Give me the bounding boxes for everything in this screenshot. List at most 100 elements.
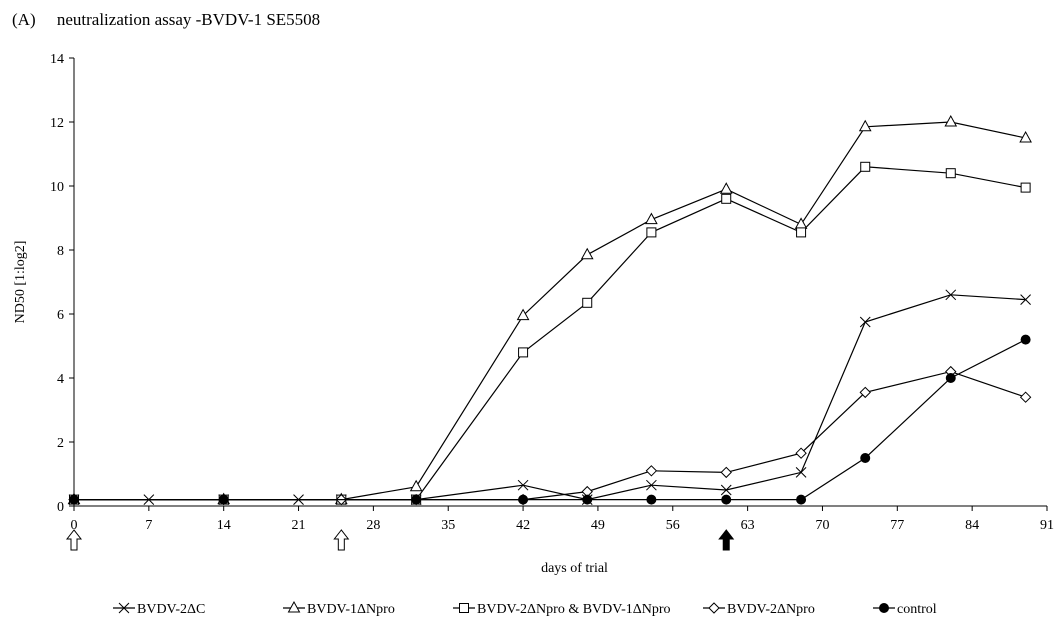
data-point — [796, 494, 807, 505]
data-point — [1019, 130, 1032, 143]
x-tick-label: 42 — [516, 518, 530, 533]
series-line — [74, 294, 1026, 501]
open-arrow-up-icon — [65, 529, 83, 551]
legend-item: control — [873, 602, 937, 617]
x-axis-label: days of trial — [541, 561, 608, 576]
x-tick-label: 49 — [591, 518, 605, 533]
data-point — [518, 494, 529, 505]
series-line — [74, 121, 1026, 501]
x-tick-label: 35 — [441, 518, 455, 533]
data-point — [721, 494, 732, 505]
data-point — [516, 308, 530, 321]
data-point — [945, 373, 956, 383]
chart-title: (A) neutralization assay -BVDV-1 SE5508 — [12, 10, 320, 30]
axes — [73, 58, 1047, 507]
data-point — [1020, 182, 1031, 193]
series-1 — [68, 289, 1031, 505]
marker-stroke — [720, 484, 732, 496]
legend: BVDV-2ΔC BVDV-1ΔNpro BVDV-2ΔNpro & BVDV-1Δ… — [113, 600, 937, 617]
data-point — [409, 479, 423, 492]
x-tick-label: 7 — [145, 518, 152, 533]
open-arrow-up-icon — [333, 529, 350, 551]
legend-marker — [879, 603, 889, 613]
data-point — [720, 484, 732, 496]
x-tick-label: 21 — [292, 518, 306, 533]
data-point — [945, 168, 956, 179]
data-point — [794, 217, 808, 229]
series-4 — [68, 365, 1032, 506]
data-point — [859, 316, 871, 328]
y-ticks: 0 2 4 6 8 10 12 14 — [50, 52, 74, 515]
legend-item: BVDV-2ΔC — [113, 602, 205, 617]
series-line — [74, 166, 1026, 501]
annotations — [65, 529, 735, 551]
series-group — [67, 114, 1032, 506]
x-tick-label: 28 — [366, 518, 380, 533]
data-point — [945, 289, 957, 301]
y-tick-label: 4 — [57, 372, 64, 387]
data-point — [944, 114, 958, 127]
data-point — [720, 466, 732, 479]
y-tick-label: 6 — [57, 308, 64, 323]
x-tick-label: 77 — [890, 518, 904, 533]
filled-arrow-up-icon — [718, 529, 735, 551]
data-point — [719, 182, 733, 194]
data-point — [218, 494, 229, 505]
marker-stroke — [517, 479, 529, 491]
data-point — [1019, 391, 1032, 403]
data-point — [1020, 294, 1031, 305]
data-point — [582, 297, 593, 308]
data-point — [518, 347, 529, 358]
legend-item: BVDV-2ΔNpro & BVDV-1ΔNpro — [453, 602, 671, 617]
data-point — [858, 119, 872, 132]
legend-label: BVDV-2ΔC — [137, 602, 205, 617]
marker-stroke — [118, 602, 130, 614]
data-point — [517, 479, 529, 491]
legend-marker — [459, 603, 469, 613]
panel-label: (A) — [12, 10, 36, 29]
x-tick-label: 14 — [217, 518, 231, 533]
data-point — [411, 494, 422, 505]
data-point — [796, 227, 807, 238]
marker-stroke — [1020, 294, 1031, 305]
y-tick-label: 0 — [57, 500, 64, 515]
marker-stroke — [945, 289, 957, 301]
data-point — [721, 193, 732, 204]
data-point — [859, 386, 871, 399]
data-point — [69, 494, 79, 505]
legend-label: BVDV-2ΔNpro & BVDV-1ΔNpro — [477, 602, 671, 617]
data-point — [646, 479, 657, 491]
marker-stroke — [859, 316, 871, 328]
y-tick-label: 8 — [57, 244, 64, 259]
y-tick-label: 2 — [57, 436, 64, 451]
series-line — [74, 339, 1026, 501]
legend-marker — [118, 602, 130, 614]
title-text: neutralization assay -BVDV-1 SE5508 — [56, 10, 321, 29]
x-tick-label: 63 — [741, 518, 755, 533]
legend-item: BVDV-1ΔNpro — [283, 600, 395, 617]
data-point — [646, 494, 657, 505]
y-axis-label: ND50 [1:log2] — [13, 241, 28, 324]
legend-label: BVDV-2ΔNpro — [727, 602, 815, 617]
data-point — [795, 467, 807, 478]
legend-marker — [287, 600, 301, 613]
legend-label: control — [897, 602, 937, 617]
x-tick-label: 70 — [815, 518, 829, 533]
x-tick-label: 0 — [71, 518, 78, 533]
marker-stroke — [795, 467, 807, 478]
legend-label: BVDV-1ΔNpro — [307, 602, 395, 617]
y-tick-label: 12 — [50, 116, 64, 131]
series-2 — [67, 114, 1032, 505]
data-point — [795, 447, 807, 459]
legend-marker — [708, 602, 720, 614]
x-tick-label: 84 — [965, 518, 979, 533]
line-chart: 0 2 4 6 8 10 12 14 0 7 14 21 28 35 42 49 56 63 70 77 84 91 N… — [13, 52, 1054, 576]
y-tick-label: 14 — [50, 52, 64, 67]
series-5 — [69, 334, 1031, 505]
data-point — [860, 453, 871, 463]
x-tick-label: 56 — [666, 518, 680, 533]
legend-item: BVDV-2ΔNpro — [703, 602, 815, 617]
data-point — [582, 494, 593, 505]
data-point — [860, 161, 871, 172]
y-tick-label: 10 — [50, 180, 64, 195]
